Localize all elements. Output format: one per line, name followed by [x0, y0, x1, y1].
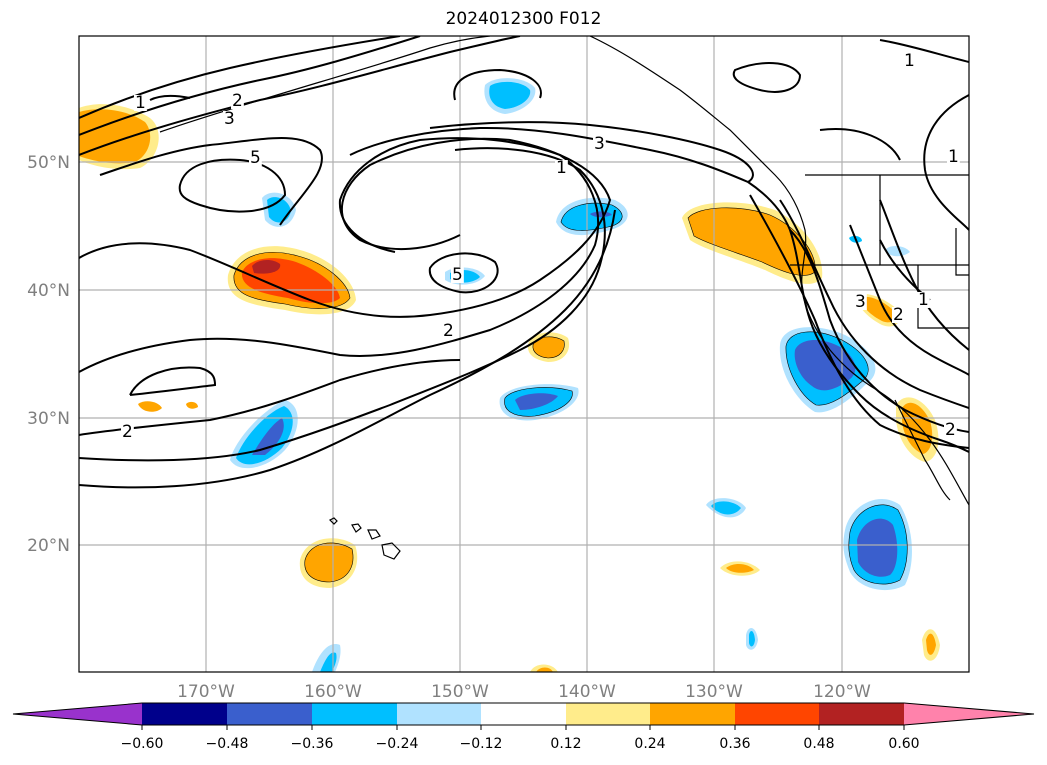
contour-label: 1 [556, 158, 567, 178]
contour-label-bg [442, 323, 455, 339]
colorbar-tick-label: 0.60 [888, 736, 919, 752]
lon-label: 140°W [558, 682, 616, 702]
longitude-labels: 170°W 160°W 150°W 140°W 130°W 120°W [177, 682, 871, 702]
contour-label: 3 [224, 109, 235, 129]
negative-anomaly-patch [749, 630, 755, 647]
colorbar-extend-low [13, 703, 142, 725]
contour-label-bg [944, 422, 957, 438]
positive-anomaly-patch [726, 564, 754, 573]
contour-label: 2 [945, 420, 956, 440]
lon-label: 160°W [304, 682, 362, 702]
contour-label-bg [854, 294, 867, 310]
negative-anomaly-patch [489, 81, 531, 109]
colorbar-segment [312, 703, 397, 725]
colorbar-segment [481, 703, 566, 725]
negative-anomaly-patch [252, 418, 284, 455]
contour-label-bg [121, 424, 134, 440]
colorbar-tick-label: 0.36 [719, 736, 750, 752]
latitude-labels: 50°N 40°N 30°N 20°N [27, 153, 70, 556]
colorbar-tick-label: −0.24 [376, 736, 419, 752]
positive-anomaly-patch [186, 401, 198, 409]
positive-anomaly-patch [252, 260, 281, 274]
lat-label: 40°N [27, 281, 70, 301]
positive-anomaly-patch [532, 336, 565, 358]
colorbar-tick-label: −0.60 [121, 736, 164, 752]
lat-label: 50°N [27, 153, 70, 173]
colorbar-segment [735, 703, 819, 725]
contour-labels: 1 2 3 5 3 1 5 2 2 1 1 2 3 1 2 [121, 51, 960, 442]
negative-anomaly-patch [267, 197, 291, 223]
lat-label: 30°N [27, 409, 70, 429]
lon-label: 150°W [431, 682, 489, 702]
positive-anomaly-patch [304, 542, 354, 582]
graticule [79, 36, 969, 672]
negative-anomaly-patch [794, 339, 856, 391]
negative-anomaly-patch [711, 501, 741, 515]
contour-label: 1 [918, 290, 929, 310]
colorbar-extend-high [904, 703, 1034, 725]
contour-label: 2 [443, 321, 454, 341]
contour-label-bg [555, 160, 568, 176]
contour-label-bg [249, 150, 262, 166]
negative-anomaly-patch [515, 393, 558, 410]
contour-lines [79, 36, 969, 489]
map-title: 2024012300 F012 [445, 9, 602, 29]
positive-anomaly-patch [536, 667, 553, 672]
contour-label: 5 [452, 265, 463, 285]
contour-label: 3 [594, 134, 605, 154]
colorbar-tick-label: −0.36 [291, 736, 334, 752]
colorbar-segment [227, 703, 312, 725]
contour-label: 5 [250, 148, 261, 168]
colorbar-segment [566, 703, 650, 725]
colorbar-tick-label: −0.12 [460, 736, 503, 752]
contour-label-bg [947, 149, 960, 165]
contour-label: 2 [893, 305, 904, 325]
lon-label: 130°W [685, 682, 743, 702]
colorbar-segment [142, 703, 227, 725]
positive-anomaly-patch [688, 207, 816, 276]
map-frame [78, 35, 970, 673]
contour-label: 1 [135, 93, 146, 113]
contour-label: 2 [232, 91, 243, 111]
contour-label-bg [134, 95, 147, 111]
colorbar-tick-label: 0.12 [550, 736, 581, 752]
contour-label-bg [231, 93, 244, 109]
colorbar-tick-label: −0.48 [206, 736, 249, 752]
contour-label-bg [917, 292, 930, 308]
lon-label: 120°W [813, 682, 871, 702]
negative-anomaly-patch [885, 246, 910, 257]
contour-label-bg [593, 136, 606, 152]
colorbar-tick-label: 0.48 [803, 736, 834, 752]
colorbar-segment [819, 703, 904, 725]
lat-label: 20°N [27, 536, 70, 556]
contour-label: 3 [855, 292, 866, 312]
contour-label-bg [223, 111, 236, 127]
contour-label: 2 [122, 422, 133, 442]
colorbar-segment [650, 703, 735, 725]
lon-label: 170°W [177, 682, 235, 702]
map-content [79, 36, 969, 672]
positive-anomaly-patch [79, 109, 151, 164]
positive-anomaly-patch [138, 401, 162, 412]
contour-label-bg [451, 267, 464, 283]
anomaly-shading [79, 78, 940, 672]
coastlines [159, 36, 969, 560]
colorbar: −0.60 −0.48 −0.36 −0.24 −0.12 0.12 0.24 … [12, 702, 1035, 752]
colorbar-segment [397, 703, 481, 725]
positive-anomaly-patch [926, 633, 936, 655]
negative-anomaly-patch [857, 518, 898, 577]
colorbar-tick-label: 0.24 [634, 736, 665, 752]
contour-label-bg [903, 53, 916, 69]
negative-anomaly-patch [590, 211, 612, 218]
contour-label: 1 [904, 51, 915, 71]
positive-anomaly-patch [861, 296, 896, 323]
contour-label-bg [892, 307, 905, 323]
contour-label: 1 [948, 147, 959, 167]
